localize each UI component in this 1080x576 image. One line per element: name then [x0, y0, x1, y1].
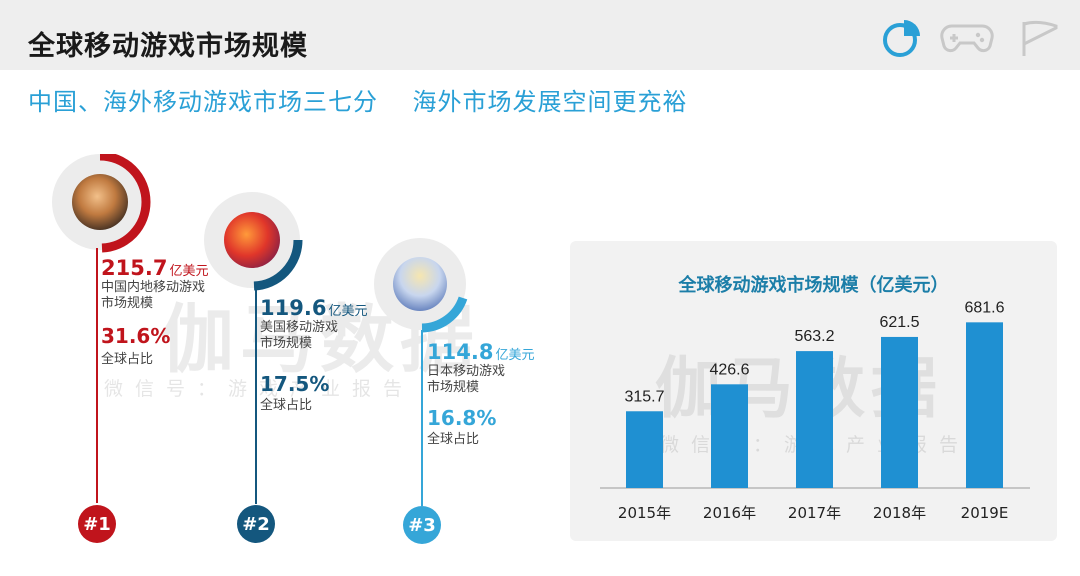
- game-avatar-image: [72, 174, 128, 230]
- x-tick-label-3: 2018年: [873, 504, 926, 522]
- chart-title: 全球移动游戏市场规模（亿美元）: [678, 275, 949, 296]
- data-label-3: 621.5: [879, 314, 919, 331]
- watermark-subtext: 微信号：游戏产业报告: [104, 378, 415, 400]
- bar-3: [881, 336, 918, 488]
- bar-chart: 315.7 2015年 426.6 2016年 563.2 2017年 621.5 2018年…: [600, 299, 1030, 522]
- global-share-label: 全球占比: [427, 432, 480, 447]
- data-label-0: 315.7: [624, 388, 664, 405]
- x-tick-label-0: 2015年: [618, 504, 671, 522]
- page-title: 全球移动游戏市场规模: [28, 31, 308, 62]
- global-share-label: 全球占比: [260, 398, 313, 413]
- global-share: 17.5%: [260, 372, 330, 396]
- flag-icon[interactable]: [1018, 16, 1062, 60]
- global-share-label: 全球占比: [101, 352, 154, 367]
- bar-0: [626, 411, 663, 488]
- bar-4: [966, 322, 1003, 488]
- gamepad-icon[interactable]: [940, 16, 994, 60]
- x-tick-label-2: 2017年: [788, 504, 841, 522]
- data-label-1: 426.6: [709, 361, 749, 378]
- market-description: 日本移动游戏 市场规模: [427, 364, 506, 395]
- market-value: 215.7 亿美元: [101, 256, 209, 280]
- data-label-2: 563.2: [794, 328, 834, 345]
- data-label-4: 681.6: [964, 299, 1004, 316]
- rank-badge: #3: [403, 506, 441, 544]
- pie-chart-icon[interactable]: [880, 16, 924, 60]
- bar-2: [796, 351, 833, 488]
- x-tick-label-4: 2019E: [961, 504, 1009, 522]
- market-description: 美国移动游戏 市场规模: [260, 320, 339, 351]
- global-share: 16.8%: [427, 406, 497, 430]
- rank-badge: #2: [237, 505, 275, 543]
- global-share: 31.6%: [101, 324, 171, 348]
- bar-1: [711, 384, 748, 488]
- page-subtitle: 中国、海外移动游戏市场三七分 海外市场发展空间更充裕: [28, 88, 688, 116]
- game-avatar-image: [393, 257, 447, 311]
- header-bar: [0, 0, 1080, 70]
- rank-badge: #1: [78, 505, 116, 543]
- game-avatar-image: [224, 212, 280, 268]
- x-tick-label-1: 2016年: [703, 504, 756, 522]
- market-value: 119.6 亿美元: [260, 296, 368, 320]
- market-description: 中国内地移动游戏 市场规模: [101, 280, 206, 311]
- market-value: 114.8 亿美元: [427, 340, 535, 364]
